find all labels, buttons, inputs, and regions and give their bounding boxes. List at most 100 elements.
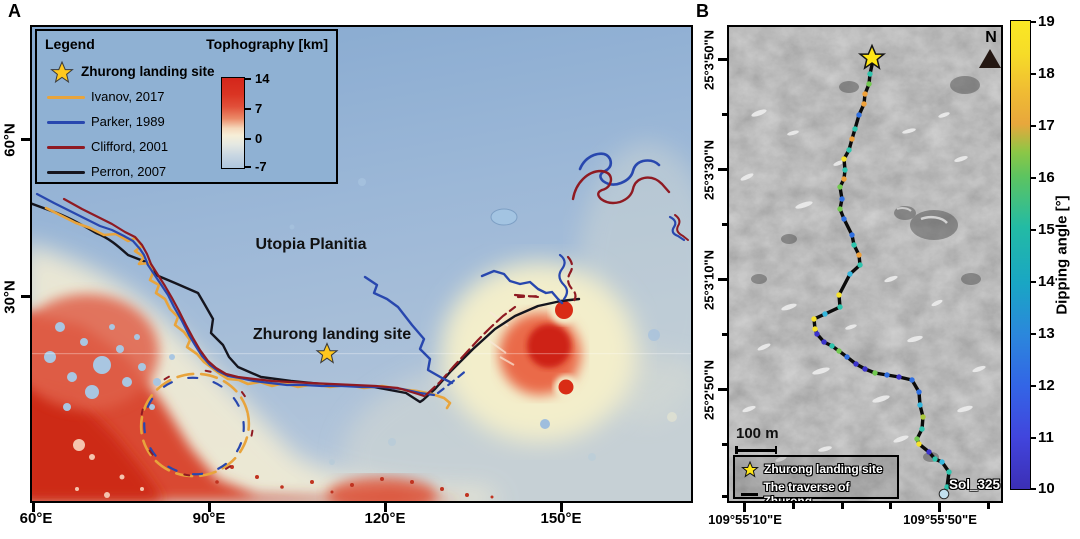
- legend-b-line-label: The traverse of Zhurong: [763, 480, 850, 503]
- contact-parker: [35, 192, 436, 397]
- panel-a-letter: A: [8, 1, 21, 21]
- parker-vertical: [558, 253, 569, 301]
- axis-b-ylabel-1: 25°3'50"N: [701, 30, 717, 90]
- axis-b-xtick-minor: [841, 503, 844, 509]
- axis-b-xlabel-2: 109°55'50"E: [903, 512, 977, 527]
- colorbar-a-tick: [245, 78, 251, 80]
- axis-a-xlabel-90e: 90°E: [192, 510, 226, 527]
- colorbar-b-label-16: 16: [1038, 169, 1055, 186]
- panel-a-map: Utopia Planitia Zhurong landing site Leg…: [30, 25, 693, 503]
- axis-a-xlabel-60e: 60°E: [19, 510, 53, 527]
- axis-a-ylabel-30n: 30°N: [1, 280, 19, 314]
- colorbar-b-tick: [1031, 385, 1036, 387]
- map-a-elysium: [441, 262, 637, 442]
- axis-a-xtick: [32, 503, 35, 512]
- axis-b-xtick-major: [938, 503, 941, 512]
- axis-b-xtick-major: [743, 503, 746, 512]
- contact-parker-dashes: [436, 367, 470, 395]
- colorbar-b-label-12: 12: [1038, 377, 1055, 394]
- colorbar-b-tick: [1031, 281, 1036, 283]
- legend-star-label: Zhurong landing site: [81, 64, 215, 79]
- axis-b-xtick-minor: [792, 503, 795, 509]
- axis-a-ytick: [21, 138, 30, 141]
- map-a-graticule-line: [32, 353, 691, 355]
- axis-a-xlabel-120e: 120°E: [364, 510, 406, 527]
- legend-line-ivanov: [47, 96, 85, 99]
- colorbar-b-label-18: 18: [1038, 65, 1055, 82]
- colorbar-b-label-11: 11: [1038, 429, 1054, 446]
- axis-b-ytick-major: [718, 168, 727, 171]
- legend-b-line-swatch: [741, 492, 759, 496]
- isidis-loop-blue: [143, 376, 245, 476]
- axis-b-ytick-minor: [722, 113, 727, 116]
- axis-b-ytick-minor: [722, 223, 727, 226]
- colorbar-b-tick: [1031, 21, 1036, 23]
- scale-bar: [735, 446, 777, 454]
- clifford-dashes-ne: [513, 293, 541, 299]
- legend-title: Legend: [45, 36, 95, 52]
- north-label: N: [985, 29, 997, 46]
- colorbar-a-tick: [245, 108, 251, 110]
- legend-label-perron: Perron, 2007: [91, 164, 167, 179]
- colorbar-b-tick: [1031, 125, 1036, 127]
- map-a-contact-lines: [32, 152, 689, 478]
- clifford-s-curve: [571, 169, 671, 205]
- map-a-crater-speckles: [44, 322, 175, 411]
- panel-b-legend: Zhurong landing site The traverse of Zhu…: [733, 455, 899, 501]
- colorbar-b-label-19: 19: [1038, 13, 1055, 30]
- colorbar-b-tick: [1031, 488, 1036, 490]
- legend-label-clifford: Clifford, 2001: [91, 139, 169, 154]
- legend-line-perron: [47, 171, 85, 174]
- topography-colorbar: [221, 77, 245, 169]
- legend-label-parker: Parker, 1989: [91, 114, 165, 129]
- north-arrow-icon: [979, 49, 1001, 68]
- clifford-edge-squiggle: [674, 214, 689, 241]
- axis-a-xtick: [560, 503, 563, 512]
- legend-label-ivanov: Ivanov, 2017: [91, 89, 165, 104]
- clifford-vertical: [566, 255, 577, 304]
- legend-b-star-label: Zhurong landing site: [764, 462, 883, 476]
- traverse-end-point: [938, 488, 950, 500]
- colorbar-b-tick: [1031, 177, 1036, 179]
- traverse-dip-dots: [811, 71, 952, 490]
- axis-b-xtick-minor: [987, 503, 990, 509]
- colorbar-a-tick: [245, 166, 251, 168]
- panel-a-topography-svg: [32, 27, 691, 501]
- panel-b-map: N 100 m Zhurong landing site The travers…: [727, 25, 1003, 503]
- colorbar-b-tick: [1031, 333, 1036, 335]
- label-zhurong-site: Zhurong landing site: [252, 326, 412, 343]
- axis-b-ytick-minor: [722, 495, 727, 498]
- colorbar-b-label-10: 10: [1038, 480, 1055, 497]
- axis-b-ytick-minor: [722, 443, 727, 446]
- colorbar-b-label-13: 13: [1038, 325, 1055, 342]
- legend-b-star-icon: [741, 460, 759, 478]
- colorbar-a-tick-14: 14: [255, 71, 270, 86]
- parker-squiggle-ne: [480, 269, 564, 305]
- axis-b-ylabel-2: 25°3'30"N: [701, 140, 717, 200]
- axis-b-xlabel-1: 109°55'10"E: [708, 512, 782, 527]
- sol-325-label: Sol_325: [949, 477, 1001, 492]
- axis-b-ytick-major: [718, 58, 727, 61]
- panel-a-legend: Legend Tophography [km] Zhurong landing …: [35, 29, 338, 184]
- legend-star-icon: [50, 60, 74, 84]
- axis-b-ylabel-4: 25°2'50"N: [701, 360, 717, 420]
- axis-a-xlabel-150e: 150°E: [540, 510, 582, 527]
- zhurong-star-b: [857, 43, 887, 70]
- panel-b-letter: B: [696, 1, 709, 21]
- parker-s-curve: [578, 152, 661, 186]
- parker-channel: [363, 275, 454, 385]
- axis-b-ytick-major: [718, 278, 727, 281]
- dipping-angle-colorbar: [1010, 20, 1031, 490]
- axis-b-ylabel-3: 25°3'10"N: [701, 250, 717, 310]
- colorbar-b-label-17: 17: [1038, 117, 1055, 134]
- isidis-loop-orange: [139, 372, 251, 478]
- isidis-loop-red: [140, 368, 254, 478]
- legend-line-parker: [47, 121, 85, 124]
- colorbar-b-label-15: 15: [1038, 221, 1055, 238]
- label-utopia-planitia: Utopia Planitia: [255, 236, 367, 253]
- contact-clifford: [62, 197, 426, 398]
- colorbar-b-tick: [1031, 229, 1036, 231]
- colorbar-a-tick-0: 0: [255, 131, 263, 146]
- axis-a-xtick: [384, 503, 387, 512]
- colorbar-b-label-14: 14: [1038, 273, 1055, 290]
